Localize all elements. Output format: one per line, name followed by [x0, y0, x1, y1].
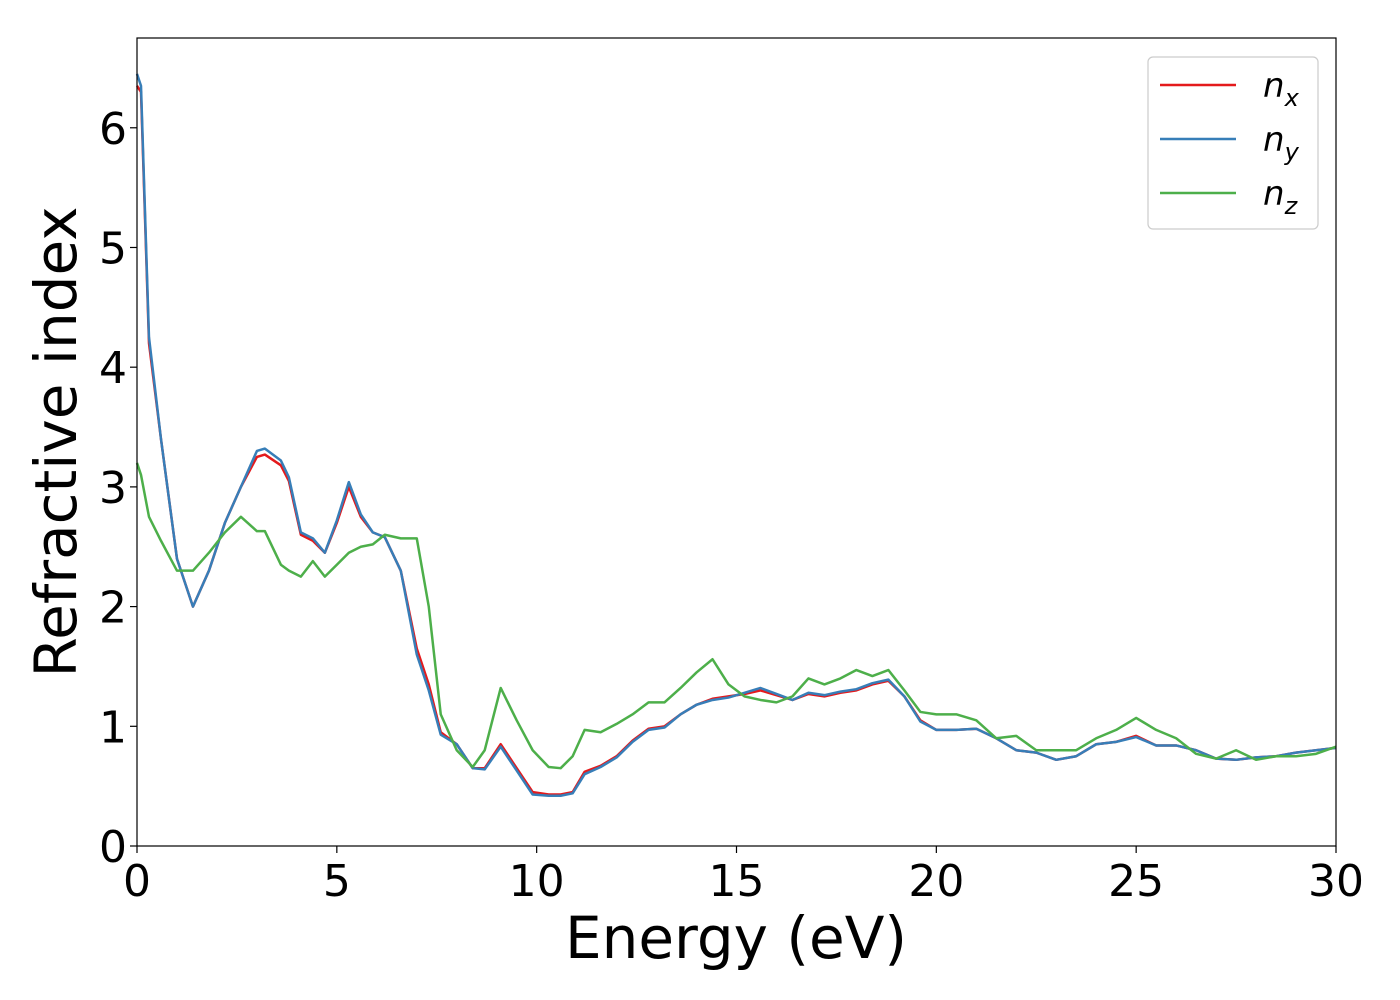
legend-label: ny [1263, 120, 1300, 166]
series-line [135, 462, 1337, 770]
y-tick-label: 3 [99, 463, 127, 514]
x-tick-label: 0 [123, 856, 151, 907]
y-tick-label: 0 [99, 822, 127, 873]
y-tick-label: 6 [99, 104, 127, 155]
y-tick-label: 5 [99, 223, 127, 274]
legend-label: nx [1263, 66, 1300, 112]
x-tick-label: 10 [509, 856, 565, 907]
x-axis-label: Energy (eV) [565, 904, 907, 972]
y-axis-label: Refractive index [22, 206, 90, 677]
y-tick-label: 4 [99, 343, 127, 394]
x-tick-label: 30 [1308, 856, 1364, 907]
legend-box [1147, 56, 1319, 230]
x-tick-label: 20 [908, 856, 964, 907]
y-tick-label: 1 [99, 702, 127, 753]
x-tick-label: 15 [709, 856, 765, 907]
plot-frame [136, 37, 1337, 847]
y-tick-label: 2 [99, 583, 127, 634]
series-line [135, 73, 1337, 797]
x-tick-label: 5 [323, 856, 351, 907]
x-tick-label: 25 [1108, 856, 1164, 907]
legend-label: nz [1263, 174, 1299, 220]
legend: nx ny nz [1147, 56, 1319, 230]
